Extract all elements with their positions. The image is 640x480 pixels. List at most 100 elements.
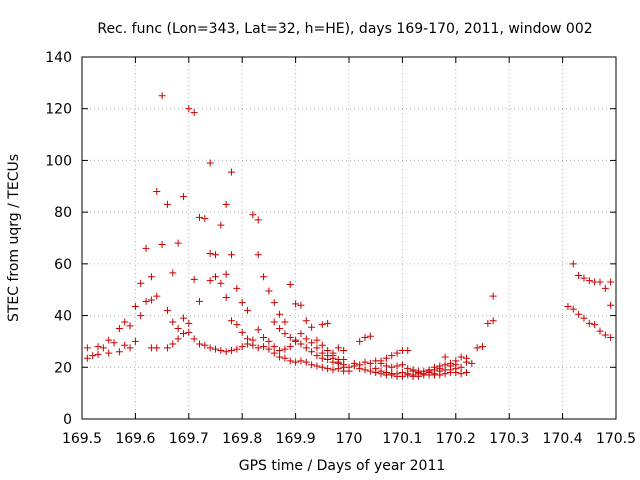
data-point [276, 325, 284, 332]
data-point [569, 260, 577, 268]
y-tick-label: 60 [54, 257, 72, 273]
data-point [596, 327, 604, 335]
data-point [228, 317, 236, 325]
data-point [254, 344, 262, 352]
grid-lines [82, 57, 616, 419]
data-point [137, 279, 145, 287]
data-point [254, 251, 262, 259]
data-point [153, 187, 161, 195]
data-point [185, 328, 193, 336]
data-point [276, 310, 284, 318]
data-point [265, 345, 273, 353]
data-point [206, 159, 214, 167]
data-point [388, 352, 396, 360]
data-point [436, 367, 444, 375]
data-point [329, 366, 337, 374]
data-point [265, 287, 273, 295]
data-point [206, 250, 214, 258]
data-point [254, 326, 262, 334]
data-point [388, 363, 396, 371]
data-point [195, 213, 203, 221]
data-point [297, 357, 305, 365]
data-point [356, 337, 364, 345]
data-point [318, 349, 326, 357]
data-point [228, 346, 236, 354]
data-point [393, 370, 401, 378]
data-point [147, 273, 155, 281]
data-point [206, 277, 214, 285]
data-point [115, 348, 123, 356]
data-point [195, 340, 203, 348]
data-point [137, 312, 145, 320]
data-point [393, 362, 401, 370]
data-point [580, 274, 588, 282]
data-point [265, 337, 273, 345]
x-tick-label: 170.1 [382, 431, 422, 447]
data-point [302, 335, 310, 343]
data-point [601, 284, 609, 292]
data-point [260, 343, 268, 351]
data-point [126, 344, 134, 352]
data-point [83, 354, 91, 362]
data-point [308, 339, 316, 347]
data-point [260, 273, 268, 281]
data-point [131, 303, 139, 311]
data-point [249, 211, 257, 219]
data-point [452, 365, 460, 373]
data-point [217, 279, 225, 287]
data-point [212, 345, 219, 353]
data-point [163, 200, 171, 208]
x-tick-label: 169.8 [222, 431, 262, 447]
data-point [297, 301, 305, 309]
data-point [169, 269, 177, 277]
data-point [457, 370, 465, 378]
y-tick-label: 80 [54, 205, 72, 221]
data-point [292, 358, 300, 366]
data-point [607, 278, 615, 286]
data-point [190, 335, 198, 343]
data-point [174, 325, 182, 332]
data-point [585, 319, 593, 327]
data-point [607, 334, 615, 342]
data-point [302, 317, 310, 325]
data-point [361, 358, 369, 366]
data-point [489, 292, 497, 300]
plot-frame [81, 56, 617, 420]
data-point [297, 330, 305, 338]
data-point [313, 336, 321, 344]
data-point [228, 251, 236, 259]
data-point [569, 305, 577, 313]
data-point [110, 339, 118, 347]
data-point [212, 251, 219, 259]
x-tick-label: 169.9 [276, 431, 316, 447]
data-point [217, 346, 225, 354]
data-point [174, 335, 182, 343]
data-point [249, 336, 257, 344]
data-points [83, 92, 615, 380]
data-point [276, 353, 284, 361]
data-point [121, 341, 129, 349]
data-point [179, 330, 187, 338]
data-point [356, 361, 364, 369]
data-point [596, 278, 604, 286]
data-point [286, 357, 294, 365]
y-tick-labels: 0 20 40 60 80 100 120 140 [45, 50, 72, 428]
data-point [153, 292, 161, 300]
data-point [420, 370, 428, 378]
data-point [484, 319, 492, 327]
data-point [334, 358, 342, 366]
data-point [425, 368, 433, 376]
x-tick-label: 170 [336, 431, 363, 447]
data-point [398, 361, 406, 369]
data-point [564, 303, 572, 311]
data-point [308, 348, 316, 356]
data-point [142, 244, 150, 252]
data-point [302, 344, 310, 352]
data-point [489, 317, 497, 325]
data-point [340, 361, 348, 369]
data-point [318, 321, 326, 329]
data-point [308, 323, 316, 331]
data-point [244, 306, 252, 314]
x-axis-label: GPS time / Days of year 2011 [239, 458, 446, 474]
data-point [169, 318, 177, 326]
